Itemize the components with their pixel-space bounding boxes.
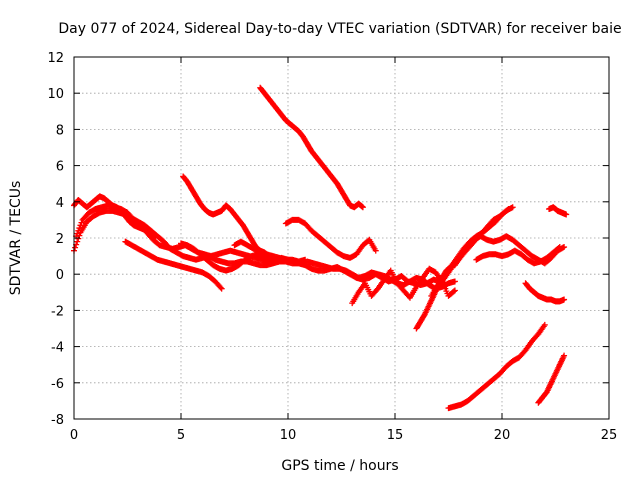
y-tick-labels: -8 -6 -4 -2 0 2 4 6 8 10 12 <box>47 51 64 428</box>
data-point <box>555 244 562 251</box>
y-tick-label: 12 <box>47 51 64 66</box>
x-axis-label: GPS time / hours <box>281 458 398 474</box>
x-tick-label: 10 <box>280 428 297 443</box>
series-arc-7 <box>231 238 309 265</box>
x-tick-label: 0 <box>70 428 78 443</box>
data-point <box>76 225 83 232</box>
data-point <box>451 287 458 294</box>
data-point <box>451 278 458 285</box>
data-point <box>541 321 548 328</box>
series-arc-18 <box>445 321 548 412</box>
data-point <box>74 238 81 245</box>
x-tick-label: 20 <box>494 428 511 443</box>
data-point <box>561 352 568 359</box>
chart-title: Day 077 of 2024, Sidereal Day-to-day VTE… <box>58 21 621 37</box>
data-point <box>509 204 516 211</box>
series-arc-19 <box>535 352 568 406</box>
data-point <box>372 247 379 254</box>
series-arc-15 <box>473 244 563 267</box>
x-tick-labels: 0 5 10 15 20 25 <box>70 428 617 443</box>
y-tick-label: 0 <box>56 268 64 283</box>
x-tick-label: 15 <box>387 428 404 443</box>
data-point <box>74 230 81 237</box>
data-point <box>77 222 84 229</box>
y-tick-label: 2 <box>56 232 64 247</box>
series-arc-5 <box>178 240 287 274</box>
series-arc-16 <box>522 280 568 305</box>
data-point <box>450 288 457 295</box>
data-point <box>152 235 159 241</box>
series-arc-13 <box>439 204 516 285</box>
data-point <box>78 219 85 226</box>
axis-ticks <box>73 56 610 420</box>
series-arc-17 <box>546 204 570 218</box>
y-tick-label: -8 <box>51 413 64 428</box>
y-tick-label: 10 <box>47 87 64 102</box>
y-tick-label: -6 <box>51 377 64 392</box>
x-tick-label: 25 <box>601 428 618 443</box>
y-tick-label: -4 <box>51 341 64 356</box>
data-point <box>72 244 79 251</box>
data-point <box>302 256 309 263</box>
y-axis-label: SDTVAR / TECUs <box>8 181 24 296</box>
data-point <box>75 227 82 234</box>
data-point <box>561 296 568 303</box>
y-tick-label: 6 <box>56 160 64 175</box>
y-tick-label: -2 <box>51 304 64 319</box>
data-point <box>217 284 224 291</box>
series-arc-9 <box>282 216 379 261</box>
y-tick-label: 8 <box>56 123 64 138</box>
series-arc-4 <box>122 238 225 292</box>
series-arc-10 <box>349 265 458 307</box>
series-arc-3 <box>71 193 159 241</box>
data-point <box>556 244 563 251</box>
y-tick-label: 4 <box>56 196 64 211</box>
data-point <box>359 204 366 211</box>
series-arc-8 <box>257 84 366 211</box>
data-point <box>563 211 570 218</box>
x-tick-label: 5 <box>177 428 185 443</box>
data-point <box>218 285 225 292</box>
data-points <box>71 84 570 412</box>
